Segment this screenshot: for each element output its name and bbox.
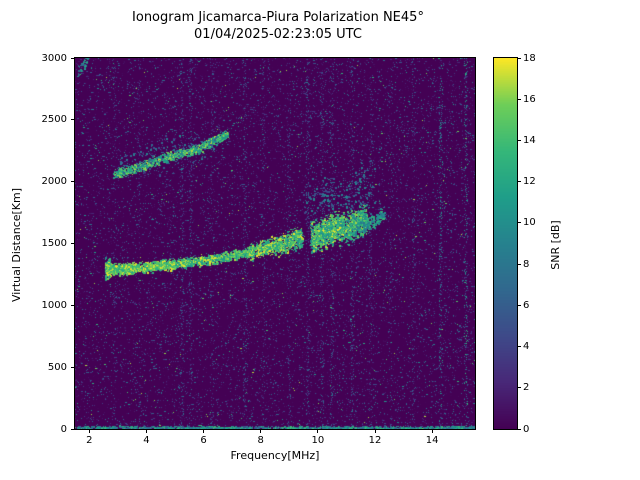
x-tick-mark: [203, 429, 205, 433]
y-tick-mark: [71, 181, 75, 183]
colorbar-tick-label: 18: [523, 52, 536, 64]
y-tick-label: 2500: [41, 114, 67, 126]
colorbar-tick-label: 0: [523, 423, 530, 435]
colorbar-canvas: [494, 58, 517, 429]
x-tick-mark: [88, 429, 90, 433]
y-tick-label: 2000: [41, 176, 67, 188]
y-tick-mark: [71, 243, 75, 244]
colorbar-tick-mark: [517, 304, 521, 306]
x-axis-label: Frequency[MHz]: [230, 449, 320, 462]
y-tick-label: 3000: [41, 52, 67, 64]
x-tick-label: 12: [368, 435, 382, 446]
x-tick-mark: [145, 429, 147, 433]
x-tick-mark: [374, 429, 376, 433]
colorbar-tick-label: 12: [523, 176, 536, 188]
colorbar-tick-mark: [517, 181, 521, 183]
x-tick-label: 4: [143, 435, 150, 446]
y-tick-mark: [71, 304, 75, 306]
y-tick-mark: [71, 57, 75, 59]
chart-subtitle: 01/04/2025-02:23:05 UTC: [194, 27, 362, 42]
ionogram-canvas: [75, 58, 475, 429]
colorbar-tick-mark: [517, 346, 521, 348]
colorbar-tick-mark: [517, 222, 521, 224]
colorbar-tick-mark: [517, 98, 521, 100]
colorbar-tick-mark: [517, 57, 521, 59]
x-tick-label: 14: [425, 435, 439, 446]
x-tick-label: 10: [311, 435, 325, 446]
colorbar-tick-mark: [517, 428, 521, 430]
y-axis-label: Virtual Distance[Km]: [10, 187, 23, 303]
x-tick-label: 2: [86, 435, 93, 446]
y-tick-mark: [71, 428, 75, 430]
colorbar-tick-label: 14: [523, 134, 536, 146]
colorbar-tick-mark: [517, 139, 521, 141]
x-tick-label: 6: [200, 435, 207, 446]
y-tick-mark: [71, 119, 75, 121]
colorbar-tick-label: 10: [523, 217, 536, 229]
y-tick-label: 500: [47, 361, 67, 373]
y-tick-label: 0: [60, 423, 67, 435]
y-tick-label: 1500: [41, 238, 67, 249]
x-tick-mark: [431, 429, 433, 433]
colorbar-tick-mark: [517, 263, 521, 265]
chart-title: Ionogram Jicamarca-Piura Polarization NE…: [132, 10, 424, 25]
colorbar-tick-label: 8: [523, 258, 530, 270]
colorbar-label: SNR [dB]: [549, 220, 562, 270]
x-tick-mark: [317, 429, 319, 433]
colorbar-tick-mark: [517, 387, 521, 389]
y-tick-label: 1000: [41, 299, 67, 311]
colorbar-tick-label: 16: [523, 93, 536, 105]
y-tick-mark: [71, 366, 75, 368]
colorbar-tick-label: 6: [523, 299, 530, 311]
x-tick-mark: [260, 429, 262, 433]
x-tick-label: 8: [257, 435, 264, 446]
colorbar-tick-label: 4: [523, 341, 530, 353]
colorbar-tick-label: 2: [523, 382, 530, 394]
